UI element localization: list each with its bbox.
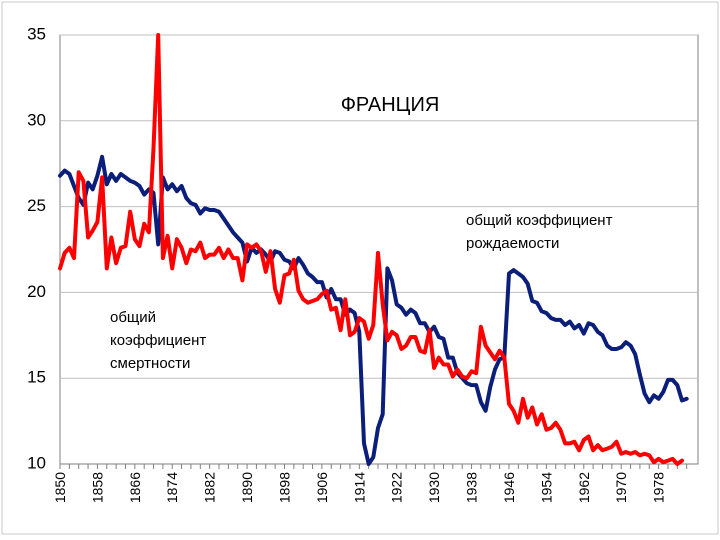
x-tick-label: 1914: [351, 472, 367, 503]
x-tick-label: 1978: [651, 472, 667, 503]
y-axis: 10 15 20 25 30 35: [27, 24, 46, 472]
x-tick-label: 1890: [239, 472, 255, 503]
y-tick-label: 20: [27, 282, 46, 301]
birth-rate-annotation: общий коэффициент рождаемости: [466, 212, 617, 252]
y-tick-label: 35: [27, 24, 46, 43]
x-axis: 1850 1858 1866 1874 1882 1890 1898 1906 1914 1922…: [52, 464, 688, 503]
y-tick-label: 30: [27, 110, 46, 129]
x-tick-label: 1874: [164, 472, 180, 503]
x-tick-label: 1970: [613, 472, 629, 503]
x-tick-label: 1938: [464, 472, 480, 503]
death-rate-annotation: общий коэффициент смертности: [110, 309, 210, 372]
y-tick-label: 25: [27, 196, 46, 215]
birth-rate-line: [58, 154, 689, 466]
gridlines: [60, 34, 698, 379]
x-tick-label: 1858: [89, 472, 105, 503]
x-tick-label: 1898: [276, 472, 292, 503]
x-tick-label: 1930: [426, 472, 442, 503]
x-tick-label: 1866: [127, 472, 143, 503]
series-lines: [58, 33, 689, 466]
x-tick-label: 1882: [202, 472, 218, 503]
y-tick-label: 15: [27, 368, 46, 387]
y-tick-label: 10: [27, 453, 46, 472]
death-rate-line: [58, 33, 684, 466]
x-tick-label: 1954: [538, 472, 554, 503]
x-tick-label: 1922: [389, 472, 405, 503]
x-tick-label: 1946: [501, 472, 517, 503]
x-tick-label: 1962: [576, 472, 592, 503]
x-tick-label: 1906: [314, 472, 330, 503]
chart-title: ФРАНЦИЯ: [341, 94, 440, 116]
x-tick-label: 1850: [52, 472, 68, 503]
